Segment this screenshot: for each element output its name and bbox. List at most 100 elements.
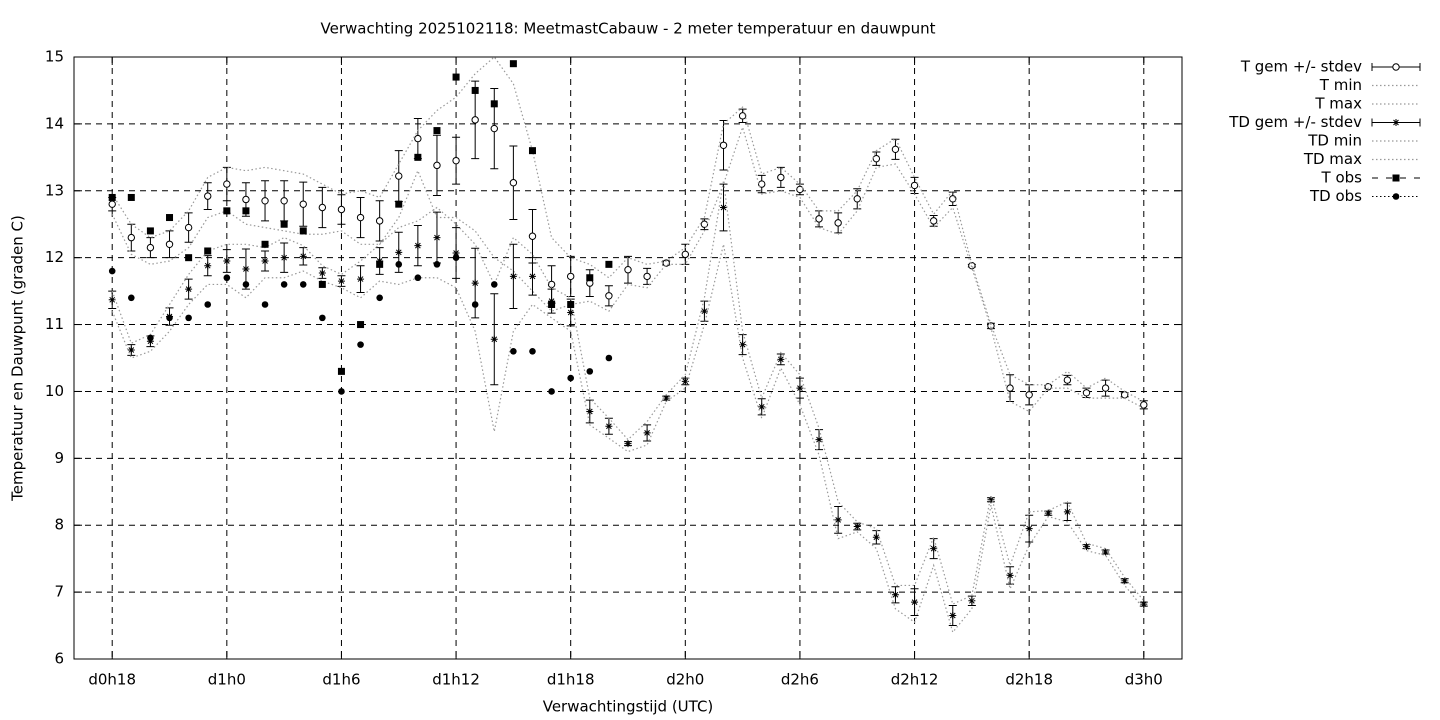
x-axis-label: Verwachtingstijd (UTC): [543, 698, 714, 716]
point: [1392, 174, 1400, 182]
point: [280, 254, 288, 262]
point: [509, 179, 518, 187]
point: [605, 354, 613, 362]
point: [528, 272, 536, 280]
series-line: [111, 125, 1145, 413]
point: [414, 274, 422, 282]
point: [166, 314, 173, 322]
y-tick-label: 12: [45, 248, 64, 266]
point: [1063, 508, 1071, 516]
point: [1006, 571, 1014, 579]
point: [891, 591, 899, 599]
point: [204, 247, 212, 255]
point: [127, 193, 135, 201]
point: [395, 200, 403, 208]
point: [337, 277, 345, 285]
point: [204, 301, 212, 308]
point: [872, 154, 881, 163]
x-tick-label: d2h0: [666, 671, 704, 689]
point: [242, 207, 250, 215]
point: [987, 496, 995, 504]
point: [261, 197, 269, 205]
point: [452, 249, 460, 257]
chart-title: Verwachting 2025102118: MeetmastCabauw -…: [321, 20, 936, 38]
point: [509, 60, 517, 68]
point: [949, 612, 957, 620]
point: [529, 348, 536, 355]
y-axis-label: Temperatuur en Dauwpunt (graden C): [9, 215, 27, 502]
point: [1044, 383, 1052, 391]
point: [528, 147, 536, 155]
point: [261, 301, 269, 308]
y-tick-label: 13: [45, 181, 64, 199]
point: [1102, 548, 1110, 556]
point: [318, 280, 326, 288]
point: [910, 181, 919, 190]
x-tick-label: d2h12: [891, 671, 939, 689]
point: [128, 294, 135, 302]
point: [261, 240, 269, 248]
point: [796, 185, 804, 194]
point: [510, 348, 517, 355]
point: [548, 388, 555, 395]
point: [223, 274, 231, 282]
y-tick-label: 7: [54, 583, 64, 601]
point: [566, 272, 575, 281]
point: [242, 265, 250, 273]
x-tick-label: d1h0: [208, 671, 246, 689]
point: [184, 223, 193, 232]
point: [490, 281, 498, 288]
point: [605, 292, 613, 300]
y-tick-label: 10: [45, 382, 64, 400]
point: [929, 217, 938, 225]
point: [261, 257, 269, 265]
point: [452, 73, 460, 81]
point: [471, 301, 479, 308]
point: [853, 523, 861, 531]
point: [108, 193, 116, 201]
point: [108, 267, 116, 275]
point: [280, 197, 288, 205]
point: [452, 254, 460, 261]
point: [433, 234, 441, 242]
point: [1082, 543, 1090, 551]
point: [834, 516, 842, 524]
point: [299, 200, 307, 208]
point: [395, 261, 403, 268]
legend-label: T max: [1314, 95, 1362, 113]
point: [1025, 391, 1033, 399]
point: [509, 272, 517, 280]
point: [872, 533, 880, 541]
x-tick-label: d1h12: [432, 671, 480, 689]
y-tick-label: 9: [54, 449, 64, 467]
point: [796, 384, 804, 392]
point: [643, 429, 651, 437]
point: [738, 112, 747, 120]
point: [223, 180, 231, 188]
point: [681, 250, 690, 259]
point: [147, 334, 154, 342]
point: [777, 173, 785, 182]
legend-label: TD gem +/- stdev: [1228, 113, 1362, 131]
series-line: [111, 56, 1145, 403]
point: [624, 266, 632, 274]
legend-label: T min: [1319, 76, 1362, 94]
point: [433, 127, 441, 135]
point: [433, 161, 441, 170]
point: [605, 422, 613, 430]
point: [376, 260, 384, 268]
point: [319, 314, 326, 322]
x-tick-label: d1h6: [322, 671, 360, 689]
point: [968, 597, 976, 605]
point: [548, 300, 556, 308]
point: [414, 134, 422, 143]
point: [471, 279, 479, 287]
point: [643, 272, 651, 281]
point: [490, 124, 498, 133]
point: [146, 337, 154, 345]
point: [700, 307, 708, 315]
point: [337, 205, 346, 214]
point: [1063, 376, 1072, 384]
point: [853, 195, 861, 203]
point: [815, 215, 823, 223]
